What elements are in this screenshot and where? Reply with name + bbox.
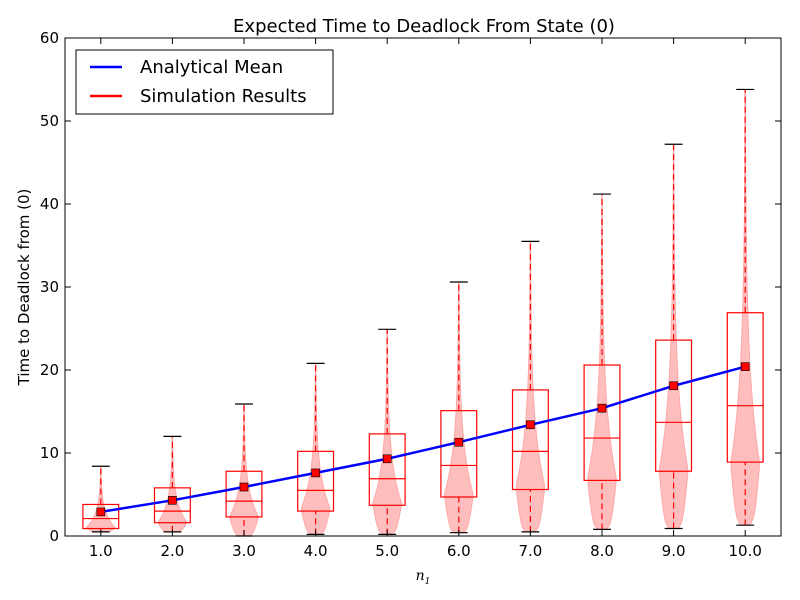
x-tick-label-1: 1.0 bbox=[89, 542, 113, 560]
series-line-analytical-mean bbox=[100, 365, 746, 514]
box-2 bbox=[153, 487, 191, 524]
mean-marker-4 bbox=[311, 468, 320, 478]
x-tick-label-5: 5.0 bbox=[375, 542, 399, 560]
legend-box bbox=[75, 49, 334, 115]
mean-marker-3 bbox=[239, 482, 249, 492]
x-tick-label-3: 3.0 bbox=[232, 542, 256, 560]
mean-marker-5 bbox=[382, 454, 392, 464]
mean-marker-2 bbox=[168, 496, 177, 505]
x-tick-label-4: 4.0 bbox=[304, 542, 328, 560]
x-axis-label: n1 bbox=[416, 568, 431, 587]
x-tick-label-8: 8.0 bbox=[590, 542, 614, 560]
axis-ticks: 0 10 20 30 40 50 60 1.0 2.0 3.0 4.0 5.0 6.0 7.0 8.0 9.0… bbox=[40, 29, 781, 560]
y-tick-label-0: 0 bbox=[49, 527, 59, 545]
y-tick-label-60: 60 bbox=[40, 29, 59, 47]
mean-marker-9 bbox=[669, 381, 678, 391]
box-7 bbox=[511, 389, 549, 491]
y-tick-label-10: 10 bbox=[40, 444, 59, 462]
mean-marker-7 bbox=[526, 420, 535, 430]
x-tick-label-7: 7.0 bbox=[518, 542, 542, 560]
y-tick-label-30: 30 bbox=[40, 278, 59, 296]
x-axis-label-main: n bbox=[416, 568, 425, 584]
box-4 bbox=[297, 450, 335, 512]
legend-label-analytical-mean: Analytical Mean bbox=[140, 57, 283, 78]
y-tick-label-40: 40 bbox=[40, 195, 59, 213]
y-tick-label-50: 50 bbox=[40, 112, 59, 130]
y-tick-label-20: 20 bbox=[40, 361, 59, 379]
legend-label-simulation-results: Simulation Results bbox=[140, 86, 307, 107]
x-tick-label-6: 6.0 bbox=[447, 542, 471, 560]
box-5 bbox=[368, 433, 406, 506]
chart-title: Expected Time to Deadlock From State (0) bbox=[233, 16, 615, 37]
mean-marker-1 bbox=[96, 507, 106, 517]
y-axis-label: Time to Deadlock from (0) bbox=[15, 189, 33, 387]
x-tick-label-9: 9.0 bbox=[662, 542, 686, 560]
box-1 bbox=[82, 503, 120, 530]
mean-marker-6 bbox=[454, 437, 464, 447]
box-3 bbox=[225, 470, 263, 518]
plot-area bbox=[82, 88, 764, 537]
box-6 bbox=[440, 410, 478, 498]
legend: Analytical Mean Simulation Results bbox=[75, 49, 334, 115]
x-tick-label-2: 2.0 bbox=[160, 542, 184, 560]
x-tick-label-10: 10.0 bbox=[728, 542, 761, 560]
box-10 bbox=[726, 312, 764, 463]
box-9 bbox=[655, 339, 693, 472]
box-8 bbox=[583, 364, 621, 481]
x-axis-label-subscript: 1 bbox=[425, 577, 431, 587]
mean-marker-10 bbox=[740, 362, 750, 371]
mean-marker-8 bbox=[597, 403, 607, 413]
